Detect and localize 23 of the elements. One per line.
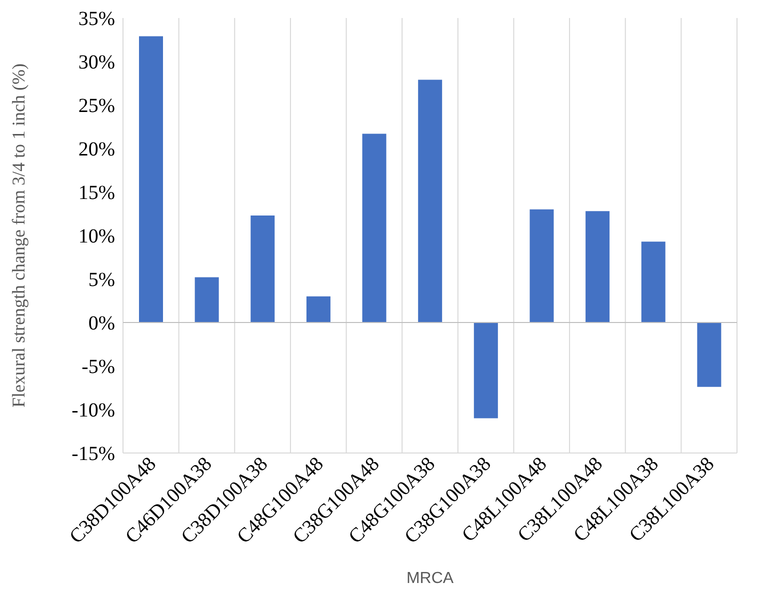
y-tick-label: 30% — [78, 52, 115, 74]
y-tick-label: 35% — [78, 8, 115, 30]
y-axis-title: Flexural strength change from 3/4 to 1 inch (%) — [8, 64, 28, 408]
bar — [530, 209, 554, 322]
bar — [641, 242, 666, 322]
x-axis-title: MRCA — [406, 570, 454, 587]
y-tick-label: -10% — [72, 400, 115, 422]
y-tick-label: 10% — [78, 226, 115, 248]
y-tick-label: 0% — [88, 312, 115, 335]
bar — [418, 80, 442, 322]
bar — [474, 322, 498, 418]
bar — [194, 277, 219, 322]
bar — [697, 322, 722, 387]
bar — [139, 36, 163, 322]
bar — [586, 211, 610, 322]
bar — [362, 134, 386, 322]
y-tick-label: 15% — [78, 182, 115, 204]
bar — [250, 215, 275, 322]
y-tick-label: 25% — [78, 95, 115, 118]
y-tick-label: 20% — [78, 138, 115, 161]
y-tick-label: 5% — [88, 269, 115, 292]
y-tick-label: -5% — [82, 356, 115, 378]
bar — [306, 296, 330, 322]
